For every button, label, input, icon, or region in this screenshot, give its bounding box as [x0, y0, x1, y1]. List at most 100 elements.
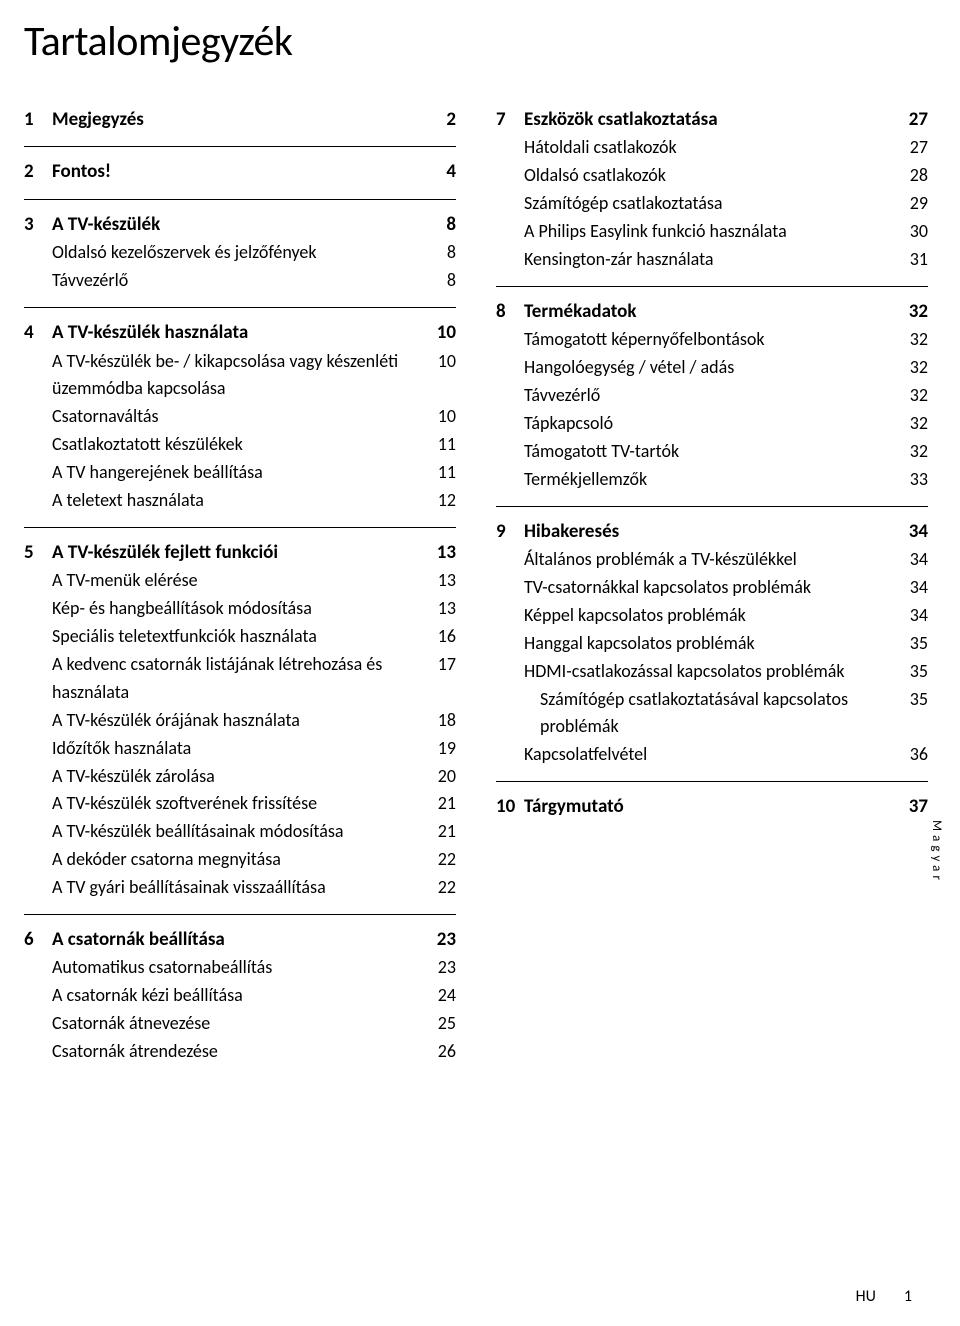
toc-entry-page: 13: [422, 538, 456, 567]
toc-entry-page: 32: [894, 410, 928, 438]
toc-entry-row: Kép- és hangbeállítások módosítása13: [24, 595, 456, 623]
toc-entry-label: Távvezérlő: [52, 267, 422, 295]
toc-entry-row: HDMI-csatlakozással kapcsolatos problémá…: [496, 658, 928, 686]
toc-entry-page: 32: [894, 326, 928, 354]
toc-entry-label: A TV-készülék fejlett funkciói: [52, 538, 422, 567]
footer-page-number: 1: [904, 1287, 912, 1306]
toc-entry-row: A teletext használata12: [24, 487, 456, 515]
toc-chapter-number: 4: [24, 318, 52, 347]
toc-entry-page: 22: [422, 846, 456, 874]
toc-chapter-row: 2Fontos!4: [24, 157, 456, 186]
toc-entry-label: A TV-készülék be- / kikapcsolása vagy ké…: [52, 348, 422, 404]
toc-section: 2Fontos!4: [24, 146, 456, 198]
toc-entry-label: A TV-készülék zárolása: [52, 763, 422, 791]
toc-chapter-number: 7: [496, 105, 524, 134]
toc-entry-label: Oldalsó kezelőszervek és jelzőfények: [52, 239, 422, 267]
toc-entry-row: A TV-készülék szoftverének frissítése21: [24, 790, 456, 818]
toc-entry-row: Hanggal kapcsolatos problémák35: [496, 630, 928, 658]
toc-entry-page: 31: [894, 246, 928, 274]
toc-entry-page: 4: [422, 157, 456, 186]
toc-entry-label: Termékadatok: [524, 297, 894, 326]
toc-entry-label: Számítógép csatlakoztatásával kapcsolato…: [524, 686, 894, 742]
toc-entry-page: 34: [894, 546, 928, 574]
toc-section: 6A csatornák beállítása23Automatikus csa…: [24, 914, 456, 1078]
toc-entry-page: 32: [894, 382, 928, 410]
toc-entry-page: 29: [894, 190, 928, 218]
toc-entry-label: Csatornák átrendezése: [52, 1038, 422, 1066]
toc-chapter-row: 3A TV-készülék8: [24, 210, 456, 239]
toc-entry-label: Tárgymutató: [524, 792, 894, 821]
toc-entry-page: 23: [422, 925, 456, 954]
toc-entry-label: TV-csatornákkal kapcsolatos problémák: [524, 574, 894, 602]
toc-entry-page: 35: [894, 658, 928, 686]
toc-entry-label: Oldalsó csatlakozók: [524, 162, 894, 190]
toc-entry-page: 27: [894, 105, 928, 134]
toc-entry-page: 22: [422, 874, 456, 902]
language-side-label: Magyar: [929, 820, 944, 884]
toc-entry-page: 36: [894, 741, 928, 769]
toc-entry-row: Kensington-zár használata31: [496, 246, 928, 274]
toc-entry-page: 10: [422, 403, 456, 431]
toc-entry-label: A Philips Easylink funkció használata: [524, 218, 894, 246]
toc-entry-label: Hibakeresés: [524, 517, 894, 546]
toc-section: 10Tárgymutató37: [496, 781, 928, 833]
toc-entry-row: A dekóder csatorna megnyitása22: [24, 846, 456, 874]
toc-entry-row: Oldalsó kezelőszervek és jelzőfények8: [24, 239, 456, 267]
toc-entry-label: Kensington-zár használata: [524, 246, 894, 274]
toc-entry-label: Csatlakoztatott készülékek: [52, 431, 422, 459]
toc-entry-label: Kép- és hangbeállítások módosítása: [52, 595, 422, 623]
toc-entry-label: Hanggal kapcsolatos problémák: [524, 630, 894, 658]
toc-entry-row: A TV-készülék zárolása20: [24, 763, 456, 791]
toc-entry-row: Hátoldali csatlakozók27: [496, 134, 928, 162]
toc-entry-row: Automatikus csatornabeállítás23: [24, 954, 456, 982]
toc-entry-page: 8: [422, 267, 456, 295]
toc-entry-label: HDMI-csatlakozással kapcsolatos problémá…: [524, 658, 894, 686]
toc-entry-row: Csatornaváltás10: [24, 403, 456, 431]
toc-entry-label: A TV gyári beállításainak visszaállítása: [52, 874, 422, 902]
toc-entry-label: Hátoldali csatlakozók: [524, 134, 894, 162]
toc-chapter-row: 8Termékadatok32: [496, 297, 928, 326]
toc-section: 7Eszközök csatlakoztatása27Hátoldali csa…: [496, 95, 928, 286]
toc-entry-row: A csatornák kézi beállítása24: [24, 982, 456, 1010]
toc-section: 3A TV-készülék8Oldalsó kezelőszervek és …: [24, 199, 456, 307]
toc-entry-row: Csatornák átnevezése25: [24, 1010, 456, 1038]
toc-entry-page: 8: [422, 239, 456, 267]
toc-chapter-number: 1: [24, 105, 52, 134]
toc-entry-page: 25: [422, 1010, 456, 1038]
toc-section: 5A TV-készülék fejlett funkciói13A TV-me…: [24, 527, 456, 914]
toc-entry-page: 11: [422, 431, 456, 459]
toc-entry-label: Speciális teletextfunkciók használata: [52, 623, 422, 651]
toc-chapter-row: 10Tárgymutató37: [496, 792, 928, 821]
toc-entry-row: Speciális teletextfunkciók használata16: [24, 623, 456, 651]
toc-entry-label: Képpel kapcsolatos problémák: [524, 602, 894, 630]
toc-entry-page: 16: [422, 623, 456, 651]
toc-entry-row: A TV hangerejének beállítása11: [24, 459, 456, 487]
toc-entry-page: 33: [894, 466, 928, 494]
toc-chapter-row: 5A TV-készülék fejlett funkciói13: [24, 538, 456, 567]
toc-chapter-number: 3: [24, 210, 52, 239]
toc-entry-page: 32: [894, 438, 928, 466]
toc-entry-row: Számítógép csatlakoztatása29: [496, 190, 928, 218]
toc-chapter-number: 9: [496, 517, 524, 546]
toc-entry-label: A TV-készülék órájának használata: [52, 707, 422, 735]
toc-left-column: 1Megjegyzés22Fontos!43A TV-készülék8Olda…: [24, 95, 456, 1078]
toc-chapter-row: 4A TV-készülék használata10: [24, 318, 456, 347]
toc-entry-page: 21: [422, 818, 456, 846]
toc-entry-label: Termékjellemzők: [524, 466, 894, 494]
toc-chapter-number: 5: [24, 538, 52, 567]
toc-entry-page: 2: [422, 105, 456, 134]
toc-entry-page: 32: [894, 354, 928, 382]
toc-entry-row: A TV-készülék be- / kikapcsolása vagy ké…: [24, 348, 456, 404]
toc-entry-label: A TV-készülék használata: [52, 318, 422, 347]
toc-entry-page: 11: [422, 459, 456, 487]
toc-entry-page: 21: [422, 790, 456, 818]
toc-entry-page: 12: [422, 487, 456, 515]
toc-entry-row: Számítógép csatlakoztatásával kapcsolato…: [496, 686, 928, 742]
toc-entry-page: 35: [894, 686, 928, 714]
toc-chapter-number: 2: [24, 157, 52, 186]
toc-entry-row: Hangolóegység / vétel / adás32: [496, 354, 928, 382]
toc-entry-row: Időzítők használata19: [24, 735, 456, 763]
toc-entry-page: 13: [422, 567, 456, 595]
toc-entry-row: A Philips Easylink funkció használata30: [496, 218, 928, 246]
toc-entry-row: Képpel kapcsolatos problémák34: [496, 602, 928, 630]
